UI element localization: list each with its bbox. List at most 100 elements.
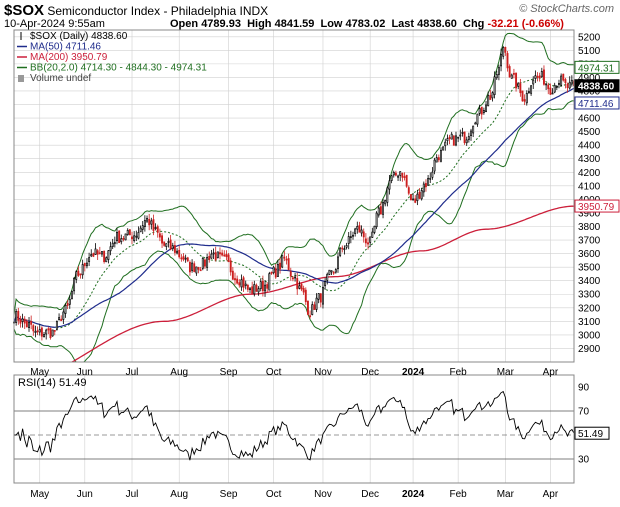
- candle-body: [461, 132, 464, 134]
- candle-body: [118, 230, 121, 243]
- candle-body: [530, 85, 533, 94]
- price-tick-label: 3800: [578, 222, 601, 233]
- change-label: Chg: [463, 18, 485, 30]
- rsi-date-label: Jun: [77, 489, 93, 500]
- candle-body: [184, 257, 187, 260]
- candle-body: [51, 329, 54, 337]
- candle-body: [487, 95, 490, 107]
- candle-body: [180, 257, 183, 260]
- candle-body: [517, 82, 520, 87]
- candle-body: [49, 328, 52, 339]
- candle-body: [322, 286, 324, 305]
- last-value-flag: [574, 79, 620, 93]
- candle-body: [523, 99, 526, 102]
- candle-body: [440, 149, 442, 162]
- ticker-symbol: $SOX: [4, 2, 45, 19]
- rsi-date-label: Jul: [126, 489, 139, 500]
- rsi-date-label: Sep: [220, 489, 238, 500]
- candle-body: [545, 83, 548, 86]
- candle-body: [201, 258, 204, 269]
- rsi-line: [14, 390, 575, 461]
- candle-body: [103, 250, 106, 263]
- candle-body: [532, 79, 535, 85]
- candle-body: [480, 106, 483, 115]
- candle-body: [401, 172, 404, 178]
- candle-body: [558, 83, 560, 85]
- rsi-tick-label: 90: [578, 383, 590, 394]
- candle-body: [306, 300, 309, 315]
- main-gridlines: [14, 30, 574, 362]
- stockcharts-credit[interactable]: © StockCharts.com: [519, 3, 614, 15]
- candle-body: [352, 234, 354, 237]
- candle-body: [405, 174, 408, 187]
- last-value-label: 4974.31: [578, 63, 615, 74]
- candle-body: [371, 231, 374, 238]
- candle-body: [375, 212, 378, 228]
- candle-body: [330, 270, 333, 273]
- candle-body: [98, 252, 101, 255]
- candle-body: [568, 81, 571, 89]
- bollinger-lower-band: [14, 100, 574, 362]
- main-date-label: Mar: [497, 367, 515, 378]
- candle-body: [463, 131, 466, 144]
- candle-body: [384, 200, 387, 205]
- candle-body: [562, 73, 565, 81]
- candle-body: [240, 279, 243, 288]
- price-tick-label: 3600: [578, 249, 601, 260]
- candle-body: [251, 286, 254, 294]
- last-value-label: 4838.60: [578, 82, 615, 93]
- candle-body: [242, 277, 245, 288]
- candle-body: [204, 259, 206, 267]
- candle-body: [497, 66, 500, 75]
- candle-body: [253, 284, 256, 295]
- candle-body: [105, 257, 108, 263]
- candle-body: [161, 235, 163, 244]
- candle-body: [337, 256, 339, 270]
- candle-body: [88, 257, 91, 262]
- candle-body: [324, 281, 327, 287]
- candle-body: [358, 225, 361, 233]
- candle-body: [409, 194, 412, 201]
- candle-body: [143, 220, 146, 227]
- candle-body: [515, 72, 518, 89]
- candle-body: [418, 191, 421, 199]
- main-date-label: Nov: [314, 367, 332, 378]
- bollinger-upper-band: [14, 32, 574, 316]
- last-value-flag: [574, 60, 620, 74]
- rsi-date-label: 2024: [402, 489, 425, 500]
- quote-line: 10-Apr-2024 9:55am Open 4789.93 High 484…: [4, 18, 564, 30]
- candle-body: [249, 287, 251, 291]
- price-tick-label: 3400: [578, 276, 601, 287]
- rsi-date-label: Aug: [170, 489, 188, 500]
- ohlc-summary: Open 4789.93 High 4841.59 Low 4783.02 La…: [170, 18, 564, 30]
- candle-body: [296, 278, 299, 290]
- main-date-label: Dec: [361, 367, 379, 378]
- candle-body: [270, 271, 273, 274]
- candle-body: [83, 262, 86, 267]
- candle-body: [493, 76, 496, 95]
- last-value: 4838.60: [417, 18, 457, 30]
- candle-body: [214, 252, 217, 261]
- candle-body: [167, 241, 170, 243]
- price-tick-label: 3300: [578, 290, 601, 301]
- candle-body: [429, 177, 432, 180]
- candle-body: [403, 176, 406, 178]
- price-tick-label: 4100: [578, 181, 601, 192]
- candle-body: [236, 278, 239, 284]
- candle-body: [570, 79, 573, 85]
- candle-body: [79, 273, 82, 276]
- candle-body: [199, 269, 202, 272]
- price-tick-label: 3500: [578, 263, 601, 274]
- open-value: 4789.93: [201, 18, 241, 30]
- candle-body: [234, 278, 236, 281]
- price-tick-label: 4500: [578, 127, 601, 138]
- candle-body: [255, 284, 258, 292]
- candle-body: [246, 284, 249, 290]
- candle-body: [182, 256, 185, 260]
- candle-body: [448, 136, 451, 140]
- candle-body: [394, 172, 397, 176]
- low-label: Low: [320, 18, 343, 30]
- candle-body: [317, 293, 320, 300]
- candle-body: [285, 258, 288, 261]
